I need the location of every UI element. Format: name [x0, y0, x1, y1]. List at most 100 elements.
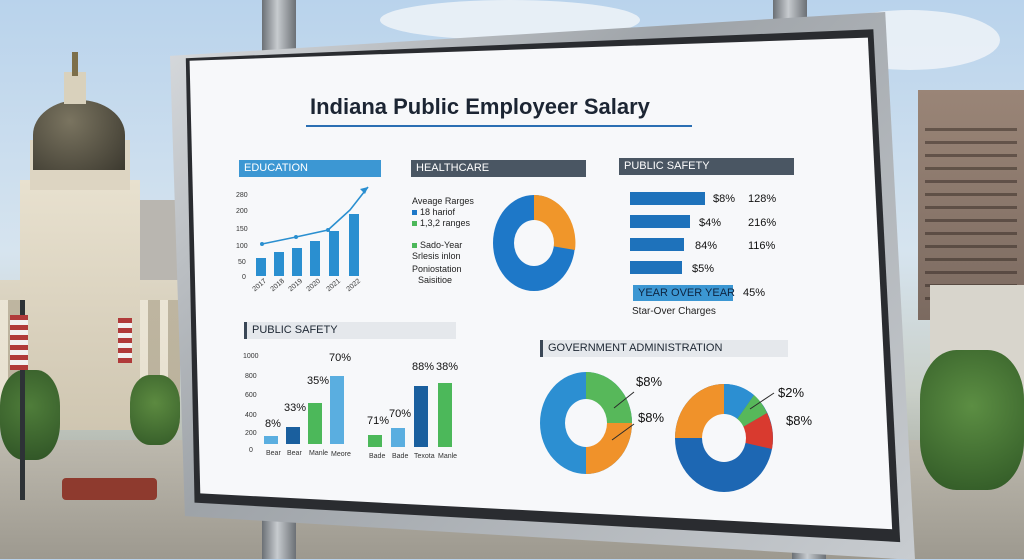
donut-label: $8%: [638, 410, 665, 425]
healthcare-donut-chart: [493, 194, 576, 291]
safety-value: $4%: [699, 217, 722, 229]
education-bar: [292, 248, 302, 276]
government-donut-left: [540, 372, 635, 474]
donut-hole: [565, 399, 607, 447]
tree: [920, 350, 1024, 490]
x-tick: 2019: [287, 277, 305, 294]
safety-bottom-bar: [391, 428, 405, 447]
bar-label: 33%: [284, 402, 307, 414]
x-tick: Manle: [438, 453, 458, 460]
y-tick: 200: [245, 430, 257, 437]
legend-item: Aveage Rarges: [412, 196, 474, 206]
donut-label: $8%: [636, 374, 663, 389]
education-bar: [349, 214, 359, 276]
legend-item: 18 hariof: [412, 207, 455, 217]
x-tick: 2017: [251, 277, 269, 294]
y-tick: 400: [245, 412, 257, 419]
x-tick: Bade: [369, 453, 386, 460]
donut-hole: [702, 414, 746, 462]
x-tick: 2021: [325, 277, 343, 294]
government-admin-header: GOVERNMENT ADMINISTRATION: [540, 340, 788, 357]
safety-bar: [630, 238, 684, 251]
y-tick: 50: [238, 259, 246, 266]
flower-planter: [62, 478, 157, 500]
y-tick: 150: [236, 226, 248, 233]
sign-pole: [773, 0, 807, 20]
office-tower: [918, 90, 1024, 320]
legend-item: Poniostation: [412, 264, 462, 274]
donut-label: $8%: [786, 413, 813, 428]
donut-label: $2%: [778, 385, 805, 400]
safety-bar: [630, 261, 682, 274]
x-tick: 2022: [345, 277, 363, 294]
lamp-post: [20, 300, 25, 500]
public-safety-top-header: PUBLIC SAFETY: [619, 158, 794, 175]
bar-label: 35%: [307, 375, 330, 387]
sign-screen: Indiana Public Employeer Salary EDUCATIO…: [189, 37, 893, 530]
year-over-year-value: 45%: [743, 287, 766, 299]
x-tick: 2018: [269, 277, 287, 294]
safety-bottom-bar: [330, 376, 344, 444]
x-tick: Bear: [266, 450, 281, 457]
safety-change: 116%: [748, 240, 776, 252]
education-bar: [329, 231, 339, 276]
y-tick: 280: [236, 192, 248, 199]
education-header: EDUCATION: [239, 160, 381, 177]
safety-value: $5%: [692, 263, 715, 275]
bar-label: 8%: [265, 418, 281, 430]
legend-swatch: [412, 210, 417, 215]
sign-title: Indiana Public Employeer Salary: [310, 94, 650, 119]
bar-label: 70%: [329, 352, 352, 364]
legend-swatch: [412, 243, 417, 248]
bar-label: 38%: [436, 361, 459, 373]
legend-item: Sado-Year: [412, 240, 462, 250]
safety-value: $8%: [713, 193, 736, 205]
safety-bottom-bar: [286, 427, 300, 444]
year-over-year-badge: YEAR OVER YEAR: [633, 285, 735, 301]
bar-label: 71%: [367, 415, 390, 427]
legend-item: Saisitioe: [418, 275, 453, 285]
office-tower-windows: [925, 120, 1017, 310]
bar-label: 88%: [412, 361, 435, 373]
y-tick: 200: [236, 208, 248, 215]
y-tick: 800: [245, 373, 257, 380]
y-tick: 600: [245, 392, 257, 399]
safety-change: 216%: [748, 217, 777, 229]
safety-bottom-bar: [414, 386, 428, 447]
safety-bottom-bar: [368, 435, 382, 447]
education-bar: [274, 252, 284, 276]
healthcare-header: HEALTHCARE: [411, 160, 586, 177]
safety-value: 84%: [695, 240, 718, 252]
tree: [130, 375, 180, 445]
capitol-spire: [72, 52, 78, 76]
safety-bottom-bar: [308, 403, 322, 444]
safety-bottom-bar: [264, 436, 278, 444]
x-tick: 2020: [305, 277, 323, 294]
title-underline: [306, 125, 692, 127]
education-bar: [256, 258, 266, 276]
x-tick: Manle: [309, 450, 329, 457]
donut-hole: [514, 220, 554, 266]
education-trend-line: [260, 186, 369, 246]
us-flag: [118, 318, 132, 363]
y-tick: 0: [242, 274, 246, 281]
x-tick: Bear: [287, 450, 302, 457]
legend-item: Srlesis inlon: [412, 251, 461, 261]
safety-bar: [630, 192, 705, 205]
tree: [0, 370, 60, 460]
safety-footer: Star-Over Charges: [632, 306, 716, 317]
legend-swatch: [412, 221, 417, 226]
capitol-dome: [33, 100, 125, 170]
y-tick: 1000: [243, 353, 259, 360]
x-tick: Bade: [392, 453, 409, 460]
us-flag: [10, 315, 28, 370]
education-bar: [310, 241, 320, 276]
public-safety-bottom-header: PUBLIC SAFETY: [244, 322, 456, 339]
x-tick: Texota: [414, 453, 435, 460]
y-tick: 0: [249, 447, 253, 454]
bar-label: 70%: [389, 408, 412, 420]
x-tick: Meore: [331, 451, 351, 458]
capitol-lantern: [64, 72, 86, 104]
legend-item: 1,3,2 ranges: [412, 218, 470, 228]
government-donut-right: [675, 383, 775, 492]
